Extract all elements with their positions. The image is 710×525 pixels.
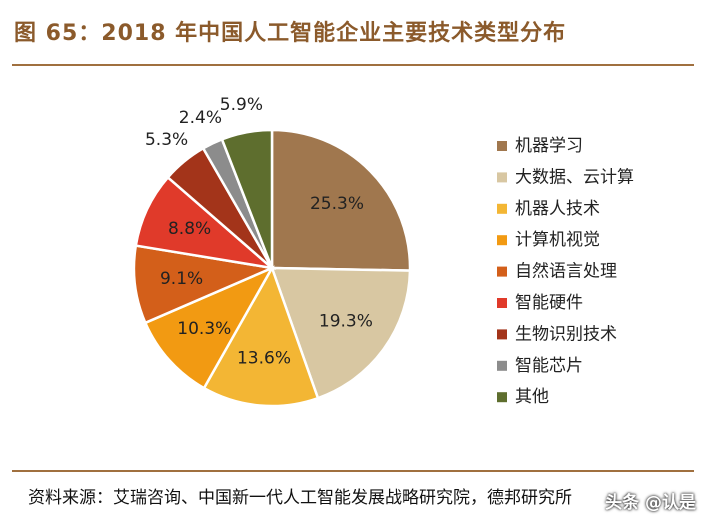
legend-label: 计算机视觉 <box>515 230 600 250</box>
legend-swatch <box>497 266 507 277</box>
legend-label: 机器人技术 <box>515 199 600 219</box>
pie-slices <box>132 128 412 408</box>
legend-swatch <box>497 360 507 371</box>
pie-slice <box>220 128 274 269</box>
slice-value-label: 9.1% <box>160 269 203 289</box>
source-note: 资料来源：艾瑞咨询、中国新一代人工智能发展战略研究院，德邦研究所 <box>28 488 572 508</box>
watermark: 头条 @认是 <box>605 493 696 513</box>
legend-swatch <box>497 298 507 308</box>
pie-slice <box>132 244 277 325</box>
slice-value-label: 5.3% <box>145 130 188 150</box>
figure-title: 图 65：2018 年中国人工智能企业主要技术类型分布 <box>14 21 567 46</box>
legend-swatch <box>497 141 507 151</box>
chart-legend: 机器学习大数据、云计算机器人技术计算机视觉自然语言处理智能硬件生物识别技术智能芯… <box>497 136 634 407</box>
legend-label: 生物识别技术 <box>515 324 617 344</box>
legend-label: 智能芯片 <box>515 356 583 376</box>
legend-swatch <box>497 392 507 403</box>
legend-swatch <box>497 172 507 183</box>
pie-slice <box>270 128 412 272</box>
slice-value-label: 5.9% <box>220 95 263 115</box>
legend-label: 其他 <box>515 387 549 407</box>
slice-value-label: 13.6% <box>237 349 291 369</box>
legend-swatch <box>497 203 507 214</box>
legend-label: 机器学习 <box>515 136 583 156</box>
slice-value-label: 2.4% <box>179 108 222 128</box>
title-divider <box>12 64 694 66</box>
pie-slice <box>143 265 275 390</box>
source-divider <box>12 470 694 472</box>
slice-value-label: 19.3% <box>319 311 373 331</box>
inside-value-labels: 25.3% 19.3% 13.6% 10.3% 9.1% 8.8% <box>160 194 373 369</box>
pie-slice <box>202 264 320 408</box>
legend-label: 大数据、云计算 <box>515 167 634 187</box>
outside-value-labels: 5.3%2.4%5.9% <box>145 95 263 150</box>
legend-label: 自然语言处理 <box>515 262 617 282</box>
slice-value-label: 25.3% <box>310 194 364 214</box>
legend-label: 智能硬件 <box>515 293 583 313</box>
legend-swatch <box>497 235 507 246</box>
slice-value-label: 10.3% <box>177 319 231 339</box>
slice-value-label: 8.8% <box>168 219 211 239</box>
legend-swatch <box>497 329 507 340</box>
